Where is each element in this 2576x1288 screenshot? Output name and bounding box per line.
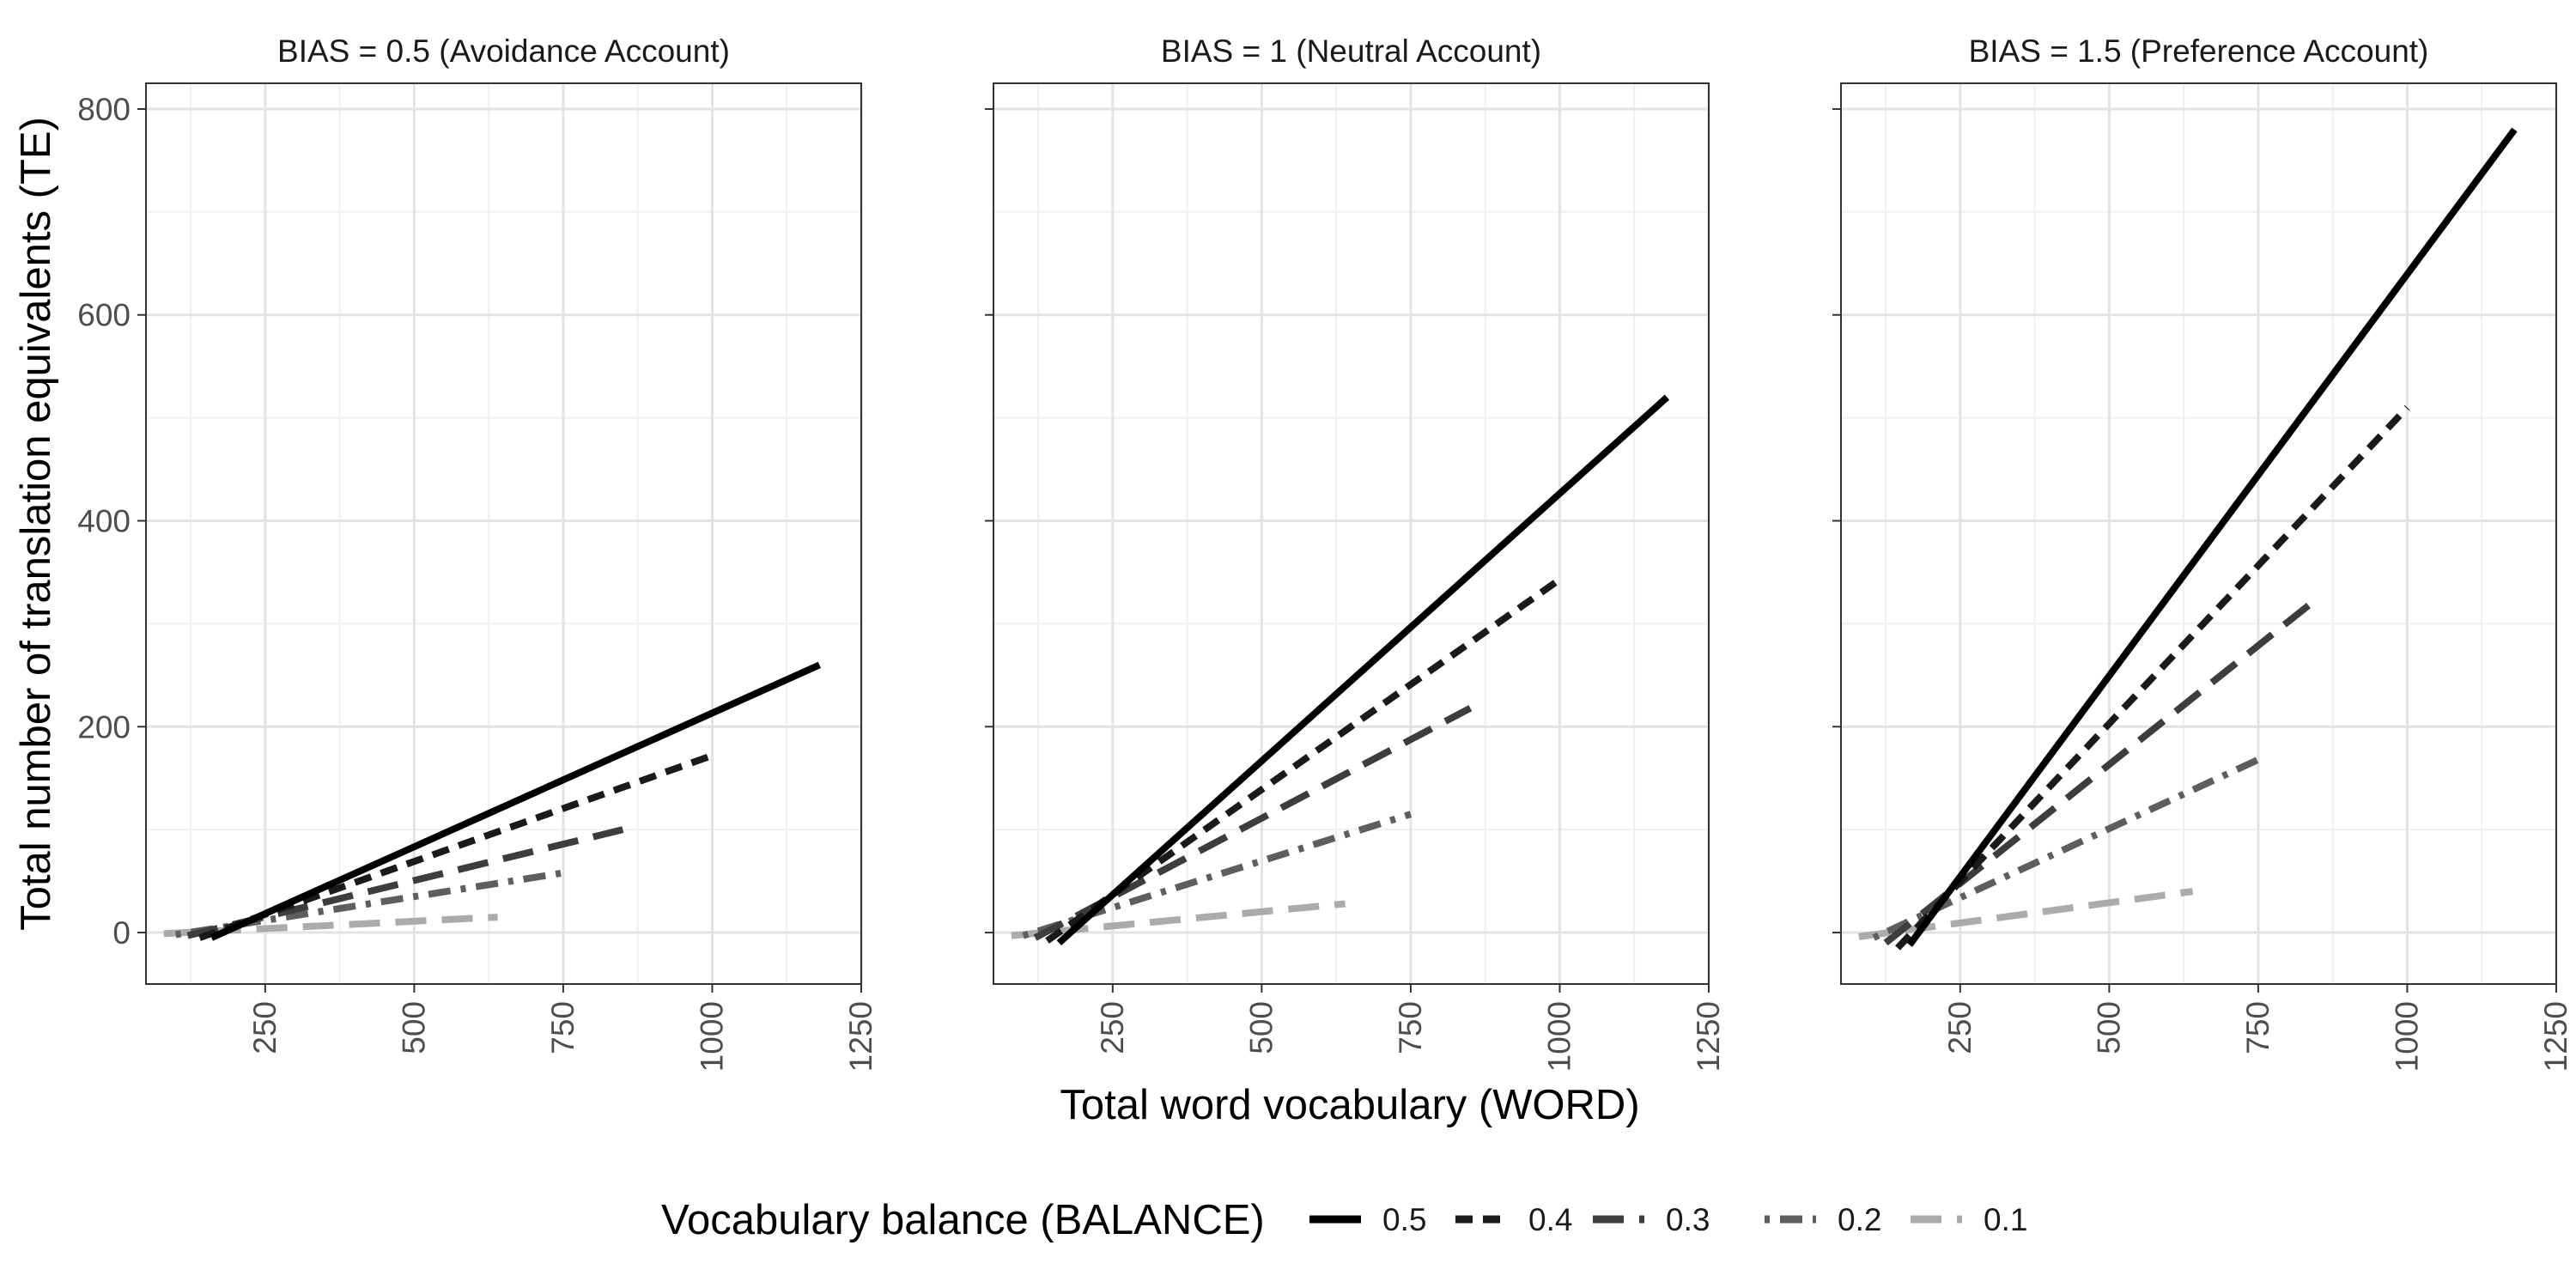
legend-label: 0.1 xyxy=(1984,1202,2027,1237)
y-tick-label: 400 xyxy=(77,504,131,539)
panel-border xyxy=(993,82,1710,985)
legend-label: 0.5 xyxy=(1382,1202,1426,1237)
legend-label: 0.4 xyxy=(1528,1202,1572,1237)
x-tick-label: 750 xyxy=(545,1001,580,1054)
legend: Vocabulary balance (BALANCE) 0.5 0.4 0.3 0.… xyxy=(661,1197,2027,1243)
panel-3: BIAS = 1.5 (Preference Account) 250 500 750… xyxy=(1832,33,2573,1072)
panel-1: BIAS = 0.5 (Avoidance Account) 250 500 750 1… xyxy=(77,33,878,1072)
series-line-0-1 xyxy=(1011,900,1346,939)
x-tick-label: 250 xyxy=(1095,1001,1130,1054)
x-tick-label: 1250 xyxy=(1691,1001,1726,1072)
panel-border xyxy=(1840,82,2557,985)
x-axis-title: Total word vocabulary (WORD) xyxy=(1060,1082,1639,1128)
series-line-0-3 xyxy=(1033,705,1473,941)
x-tick-label: 250 xyxy=(1942,1001,1978,1054)
series-line-0-1 xyxy=(1858,888,2194,940)
y-tick-label: 0 xyxy=(112,915,131,951)
y-axis-title: Total number of translation equivalents … xyxy=(13,117,59,931)
series-line-0-5 xyxy=(1906,127,2518,947)
y-tick-label: 200 xyxy=(77,709,131,744)
x-tick-label: 500 xyxy=(1243,1001,1279,1054)
x-tick-label: 500 xyxy=(396,1001,431,1054)
legend-title: Vocabulary balance (BALANCE) xyxy=(661,1197,1265,1243)
panel-title: BIAS = 1 (Neutral Account) xyxy=(1161,33,1541,69)
panel-border xyxy=(145,82,862,985)
panels-layer: BIAS = 0.5 (Avoidance Account) 250 500 750 1… xyxy=(77,33,2573,1072)
panel-title: BIAS = 0.5 (Avoidance Account) xyxy=(277,33,730,69)
series-line-0-5 xyxy=(1056,394,1670,946)
x-tick-label: 750 xyxy=(2240,1001,2275,1054)
x-tick-label: 1000 xyxy=(694,1001,729,1072)
series-line-0-4 xyxy=(1895,404,2410,951)
legend-label: 0.2 xyxy=(1838,1202,1881,1237)
legend-label: 0.3 xyxy=(1666,1202,1710,1237)
y-tick-label: 600 xyxy=(77,298,131,333)
x-tick-label: 1250 xyxy=(2538,1001,2573,1072)
x-tick-label: 1250 xyxy=(843,1001,878,1072)
x-tick-label: 1000 xyxy=(1541,1001,1577,1072)
x-tick-label: 500 xyxy=(2091,1001,2126,1054)
y-tick-label: 800 xyxy=(77,92,131,127)
panel-2: BIAS = 1 (Neutral Account) 250 500 750 1000 1… xyxy=(985,33,1726,1072)
x-tick-label: 750 xyxy=(1393,1001,1428,1054)
x-tick-label: 250 xyxy=(247,1001,283,1054)
panel-title: BIAS = 1.5 (Preference Account) xyxy=(1969,33,2429,69)
series-line-0-5 xyxy=(210,661,822,941)
series-line-0-4 xyxy=(1045,576,1562,944)
x-tick-label: 1000 xyxy=(2389,1001,2424,1072)
